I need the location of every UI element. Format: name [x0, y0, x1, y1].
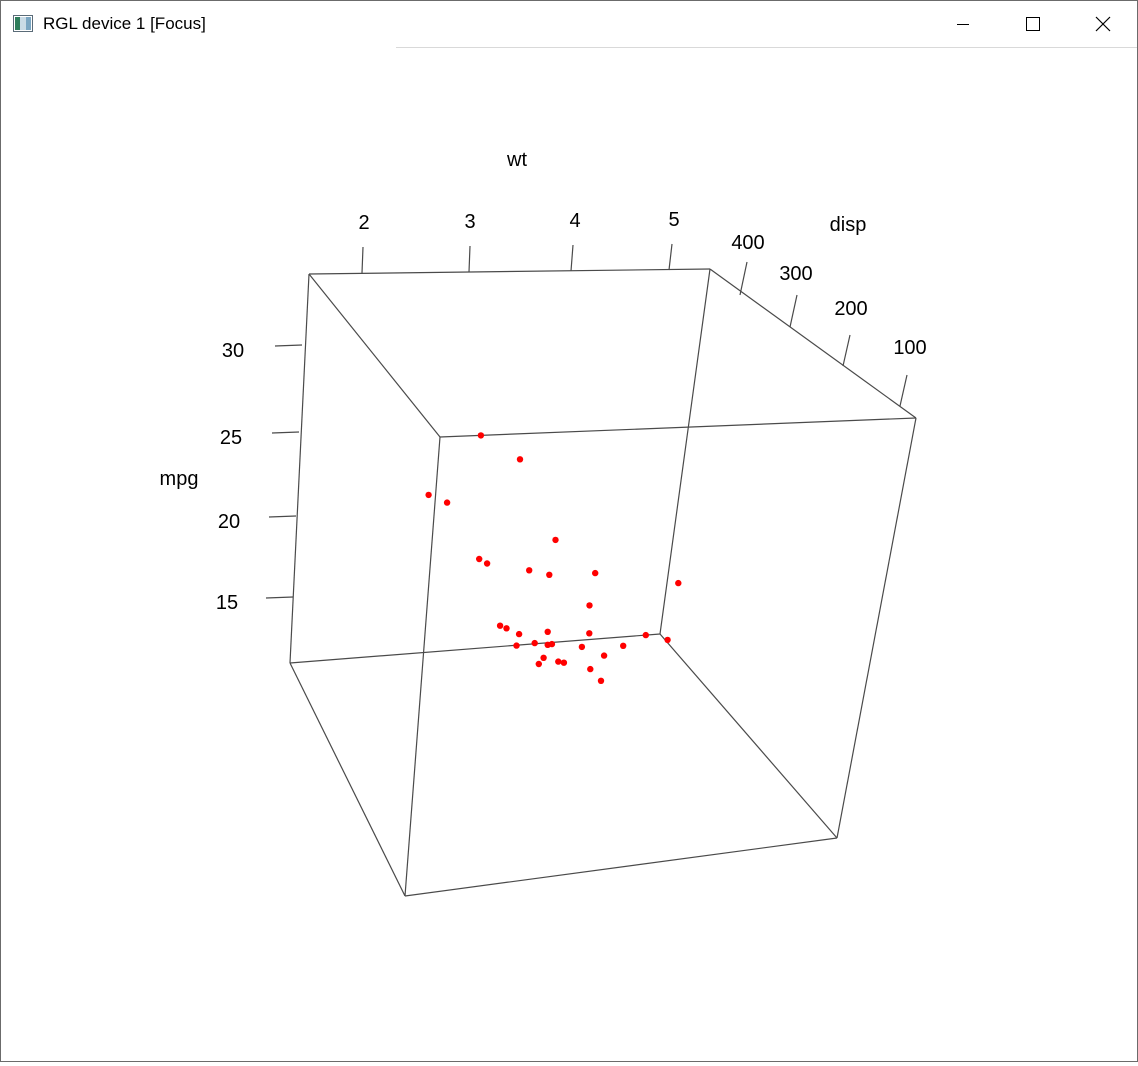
data-point — [526, 567, 533, 574]
x-tick-mark — [570, 244, 574, 272]
z-tick-mark — [789, 294, 798, 328]
y-tick-mark — [274, 344, 303, 347]
x-tick-label: 5 — [668, 209, 679, 231]
rgl-3d-scatter-canvas[interactable]: wt mpg disp 2 3 4 5 30 25 20 — [2, 48, 1138, 1061]
data-point — [600, 652, 608, 659]
data-point — [513, 642, 520, 649]
data-point — [503, 625, 510, 632]
z-tick-label: 200 — [834, 298, 867, 320]
data-point — [546, 571, 553, 578]
title-bar-divider — [396, 47, 1137, 48]
z-tick-mark — [899, 374, 908, 407]
z-ticks — [739, 261, 908, 407]
data-point — [540, 654, 547, 661]
x-tick-mark — [468, 245, 471, 273]
data-point — [515, 630, 523, 638]
box-edge — [439, 417, 917, 438]
close-icon — [1095, 16, 1111, 32]
bounding-box — [289, 268, 917, 897]
title-bar[interactable]: RGL device 1 [Focus] — [1, 1, 1137, 47]
y-tick-label: 30 — [222, 340, 244, 362]
data-point — [675, 579, 682, 587]
data-point — [483, 560, 491, 567]
y-tick-label: 25 — [220, 427, 242, 449]
data-point — [642, 631, 649, 639]
data-point — [535, 660, 542, 668]
y-tick-label: 20 — [218, 511, 240, 533]
data-point — [496, 622, 504, 629]
box-edge — [404, 436, 441, 897]
maximize-icon — [1026, 17, 1040, 31]
minimize-icon — [957, 24, 969, 25]
data-point — [592, 569, 599, 577]
data-point — [552, 536, 559, 544]
data-point — [586, 630, 593, 637]
box-edge — [308, 268, 711, 275]
data-point — [477, 432, 485, 439]
box-edge — [289, 662, 406, 897]
maximize-button[interactable] — [998, 1, 1068, 47]
z-tick-label: 300 — [779, 263, 812, 285]
z-tick-label: 400 — [731, 232, 764, 254]
data-point — [560, 659, 568, 666]
box-edge — [709, 268, 917, 419]
scatter3d-svg[interactable]: wt mpg disp 2 3 4 5 30 25 20 — [2, 48, 1138, 1061]
box-edge — [404, 837, 838, 897]
z-tick-label: 100 — [893, 337, 926, 359]
data-point — [476, 555, 483, 563]
data-point — [544, 628, 551, 635]
y-axis-label: mpg — [160, 468, 199, 490]
z-axis-label: disp — [830, 214, 867, 236]
close-button[interactable] — [1068, 1, 1138, 47]
data-point — [443, 499, 451, 506]
x-tick-label: 3 — [464, 211, 475, 233]
x-ticks — [361, 243, 673, 274]
z-tick-mark — [739, 261, 748, 296]
x-tick-label: 2 — [358, 212, 369, 234]
x-tick-mark — [668, 243, 673, 271]
data-point — [516, 456, 524, 463]
box-edge — [659, 268, 711, 635]
data-point — [548, 640, 556, 648]
y-tick-label: 15 — [216, 592, 238, 614]
data-point — [555, 658, 562, 665]
y-tick-mark — [268, 515, 297, 518]
z-tick-mark — [842, 334, 851, 367]
data-point — [620, 642, 627, 649]
box-edge — [289, 273, 310, 664]
data-point — [587, 665, 594, 673]
minimize-button[interactable] — [928, 1, 998, 47]
data-point — [425, 491, 432, 499]
box-edge — [289, 633, 661, 664]
box-edge — [659, 633, 838, 839]
data-point — [586, 602, 593, 609]
data-point — [578, 643, 586, 651]
data-point — [531, 639, 538, 647]
data-point — [664, 636, 671, 644]
x-tick-label: 4 — [569, 210, 580, 232]
y-tick-mark — [265, 596, 294, 599]
y-ticks — [265, 344, 303, 599]
x-axis-label: wt — [506, 149, 527, 171]
box-edge — [836, 417, 917, 839]
rgl-app-icon — [13, 15, 33, 32]
y-tick-mark — [271, 431, 300, 434]
box-edge — [308, 273, 441, 438]
window-title: RGL device 1 [Focus] — [43, 14, 206, 33]
data-point — [597, 677, 605, 684]
data-points — [425, 432, 682, 684]
x-tick-mark — [361, 246, 364, 274]
